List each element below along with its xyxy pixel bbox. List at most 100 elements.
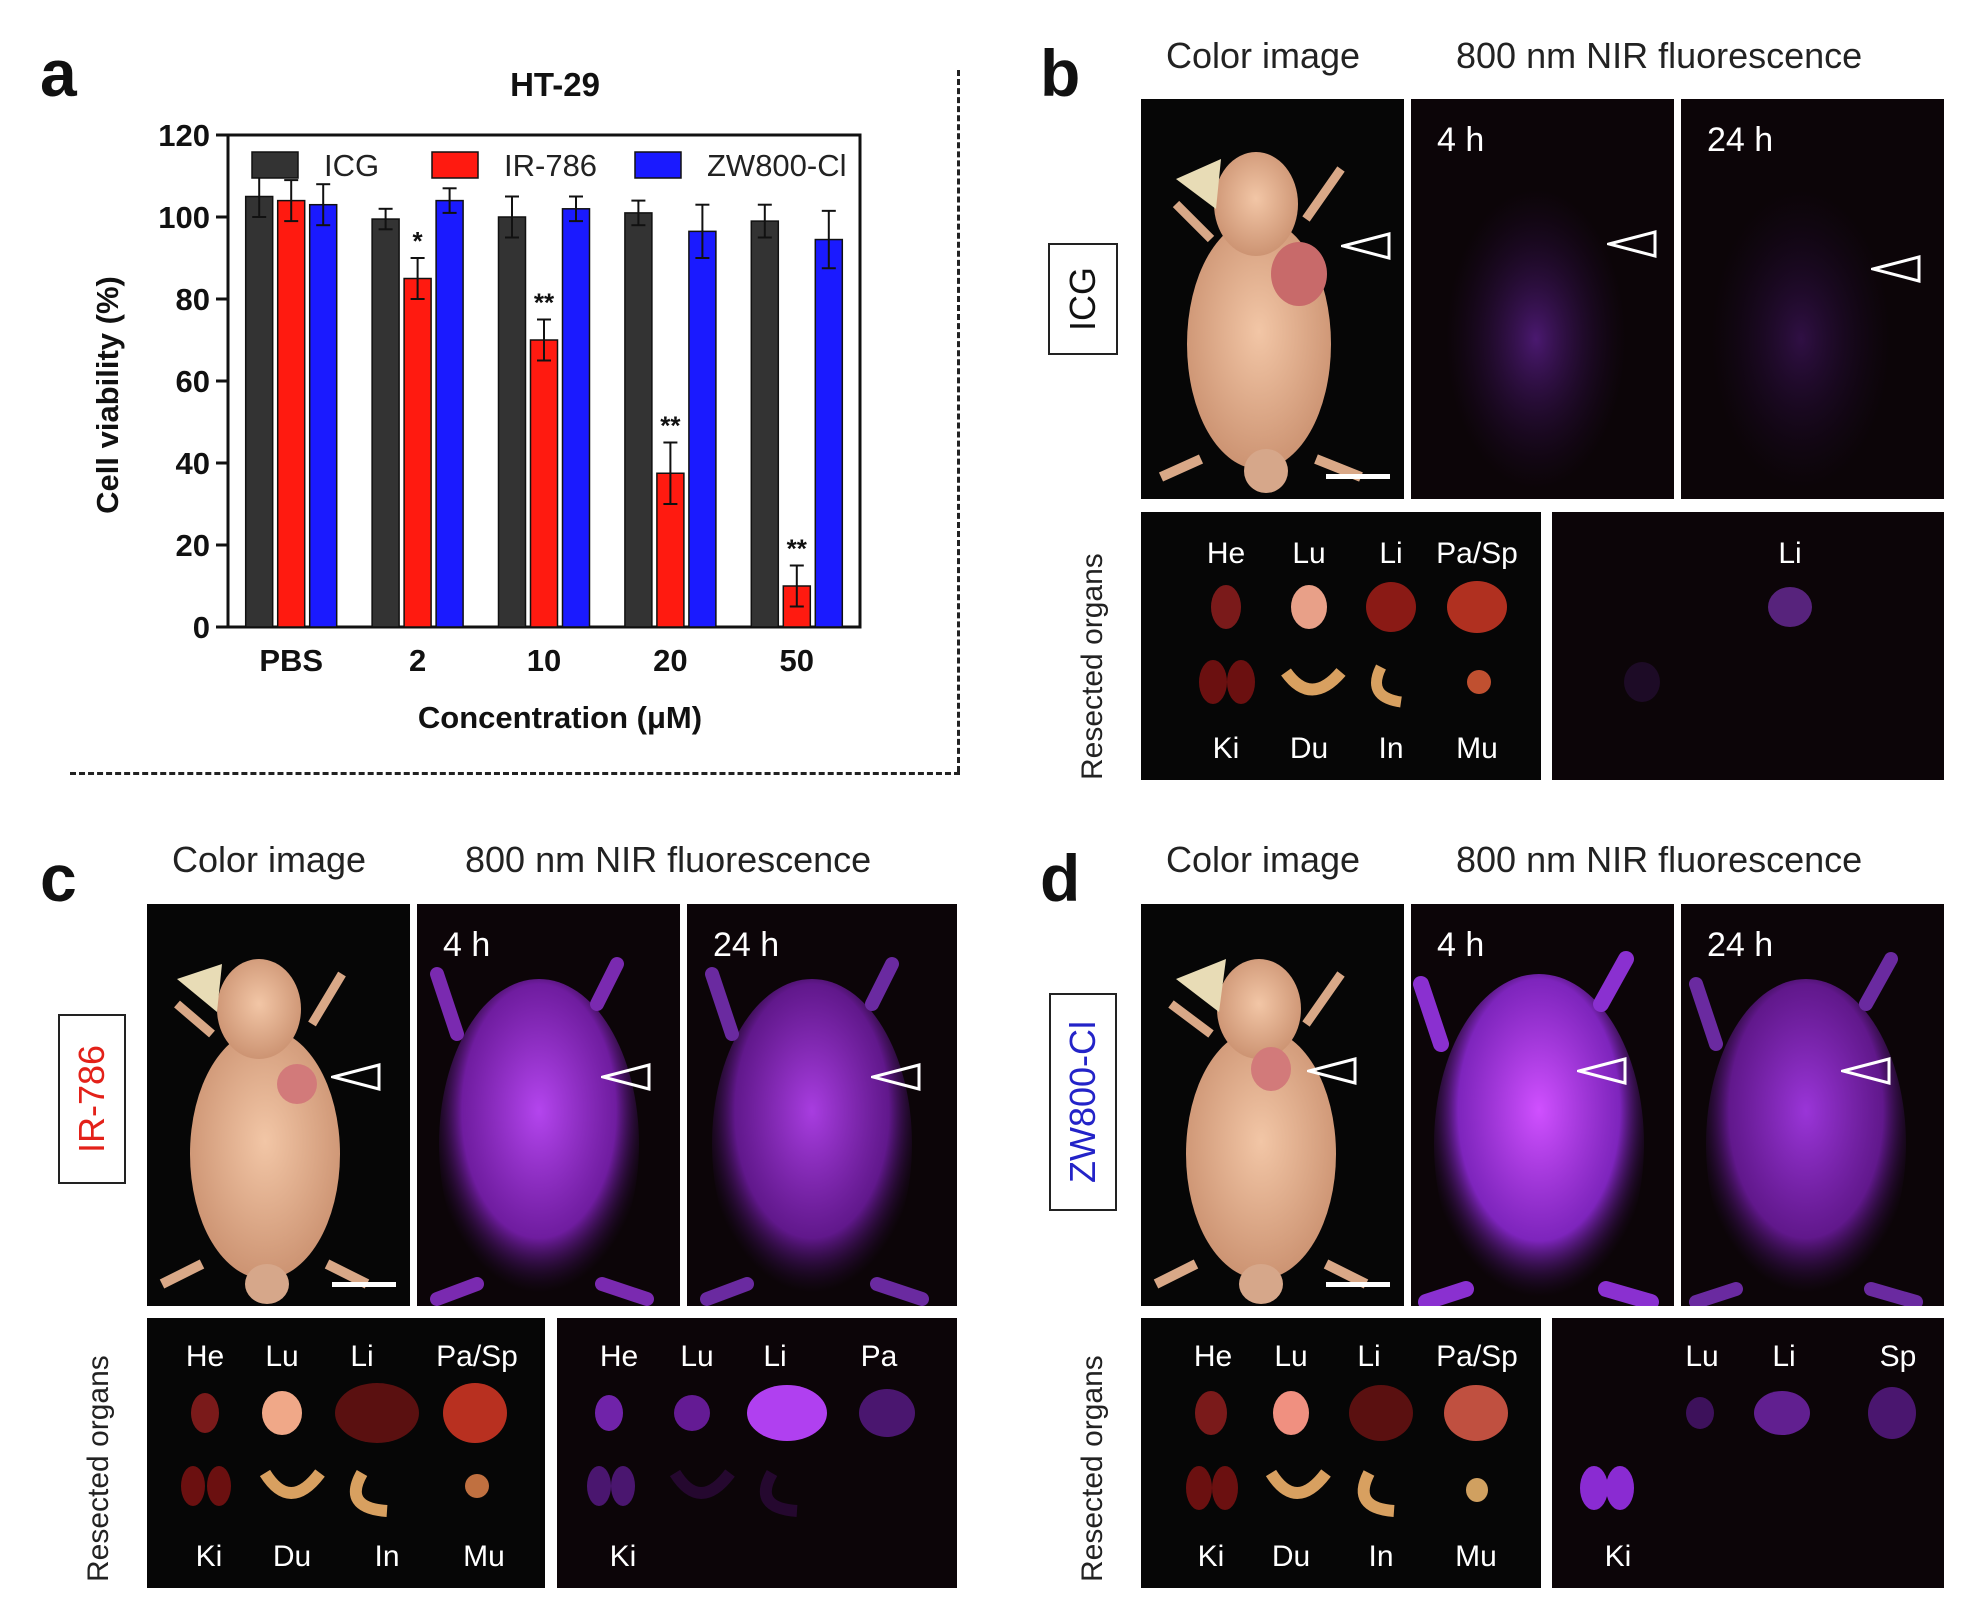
organ-label: Mu [463,1540,505,1573]
organ-label: Lu [1685,1340,1719,1373]
organ-label: He [599,1340,639,1373]
significance-label: ** [534,288,555,318]
y-tick-label: 20 [176,528,210,563]
dye-label-ir786: IR-786 [58,1014,126,1184]
x-tick-label: PBS [259,643,323,678]
dye-label-zw800-text: ZW800-Cl [1062,1020,1103,1184]
organs-photo-icon [181,1383,507,1517]
organ-label: Li [763,1340,787,1373]
bar [814,238,844,628]
organ-label: He [185,1340,225,1373]
dye-label-zw800: ZW800-Cl [1049,993,1117,1211]
arrowhead-icon [871,1063,921,1091]
y-tick-label: 120 [158,118,210,153]
arrowhead-icon [1841,1057,1891,1085]
panel-a-frame-right [957,70,960,772]
arrowhead-icon [331,1063,381,1091]
legend-label: ICG [324,148,379,183]
y-tick-label: 100 [158,200,210,235]
panel-a-frame-bottom [70,772,960,775]
organ-label: Li [1379,537,1403,570]
dye-label-icg: ICG [1048,243,1118,355]
dye-label-ir786-text: IR-786 [71,1044,112,1154]
bar [308,203,338,628]
color-image-b [1141,99,1404,499]
scale-bar [1326,474,1390,479]
panel-letter-d: d [1040,841,1081,915]
organ-label: In [1378,732,1404,765]
x-tick-label: 20 [653,643,687,678]
mouse-photo-icon [1158,152,1363,493]
color-image-d [1141,904,1404,1306]
y-axis-label: Cell viability (%) [90,276,125,514]
nir-24h-c: 24 h [687,904,957,1306]
organ-label: Ki [1197,1540,1225,1573]
organ-label: Ki [1212,732,1240,765]
organ-label: Ki [195,1540,223,1573]
y-tick-label: 0 [193,610,210,645]
arrowhead-icon [1341,232,1391,260]
header-nir-d: 800 nm NIR fluorescence [1456,839,1863,880]
header-nir-c: 800 nm NIR fluorescence [465,839,872,880]
legend-swatch [634,151,682,179]
organ-label: Li [350,1340,374,1373]
organ-label: Ki [609,1540,637,1573]
scale-bar [332,1282,396,1287]
organ-label: Lu [1274,1340,1308,1373]
bar [624,212,653,628]
organs-nir-c: He Lu Li Pa Ki [557,1318,957,1588]
organs-fluorescence-icon [1580,1387,1916,1510]
organ-label: Lu [1292,537,1326,570]
time-label-24h: 24 h [1707,926,1774,964]
nir-4h-b: 4 h [1411,99,1674,499]
arrowhead-icon [1871,255,1921,283]
significance-label: * [413,226,424,256]
organs-nir-d: Lu Li Sp Ki [1552,1318,1944,1588]
mouse-fluorescence-icon [700,957,929,1306]
y-tick-label: 60 [176,364,210,399]
bar [561,208,591,628]
organ-label: In [374,1540,400,1573]
nir-4h-c: 4 h [417,904,680,1306]
arrowhead-icon [601,1063,651,1091]
bar [497,216,527,628]
bar [371,218,400,628]
organ-label: Lu [680,1340,714,1373]
arrowhead-icon [1307,1057,1357,1085]
organs-nir-b: Li [1552,512,1944,780]
organ-label: Pa/Sp [1436,1340,1518,1373]
time-label-24h: 24 h [713,926,780,964]
arrowhead-icon [1577,1057,1627,1085]
panel-letter-a: a [40,36,77,110]
organ-label: Li [1357,1340,1381,1373]
mouse-photo-icon [1153,959,1369,1304]
chart-title: HT-29 [510,66,600,103]
legend-swatch [431,151,479,179]
dye-label-icg-text: ICG [1061,266,1103,332]
mouse-fluorescence-icon [1413,951,1659,1306]
bar [435,199,464,628]
color-image-c [147,904,410,1306]
mouse-fluorescence-icon [1711,189,1891,489]
organs-fluorescence-icon [587,1385,915,1517]
bar [529,339,559,628]
header-color-image-c: Color image [172,839,367,880]
time-label-4h: 4 h [1437,926,1485,964]
organs-color-b: He Lu Li Pa/Sp Ki Du In Mu [1141,512,1541,780]
organ-label: Mu [1456,732,1498,765]
significance-label: ** [787,534,808,564]
y-tick-label: 80 [176,282,210,317]
x-tick-label: 50 [780,643,814,678]
x-axis-label: Concentration (μM) [418,700,702,735]
legend-swatch [251,151,299,179]
nir-24h-d: 24 h [1681,904,1944,1306]
organ-label: Du [1289,732,1329,765]
organ-label: Du [272,1540,312,1573]
organ-label: Li [1778,537,1802,570]
mouse-fluorescence-icon [1446,189,1626,489]
organs-fluorescence-icon [1624,587,1812,702]
organ-label: Pa/Sp [1436,537,1518,570]
nir-24h-b: 24 h [1681,99,1944,499]
bar [688,230,717,628]
